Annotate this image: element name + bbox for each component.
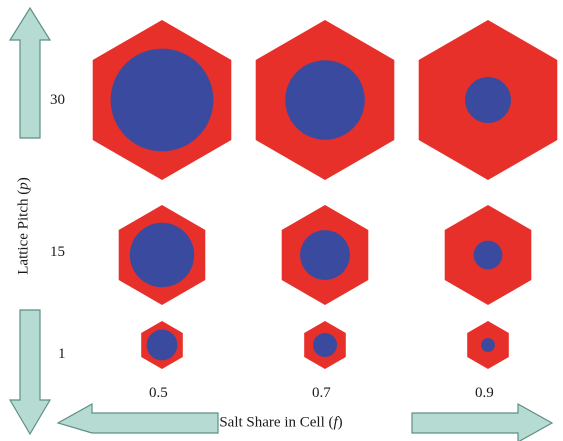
x-axis-left-arrow [56,402,219,434]
x-axis-right-arrow [411,402,554,441]
fuel-circle [129,222,195,288]
fuel-circle [465,77,511,123]
cells-grid [92,20,558,369]
y-tick-label: 15 [50,244,65,260]
y-tick-label: 1 [58,346,66,362]
y-axis-label: Lattice Pitch (p) [15,177,32,275]
fuel-circle [313,333,337,357]
x-tick-label: 0.7 [312,385,331,401]
axis-arrows [8,6,554,441]
fuel-circle [481,338,495,352]
fuel-circle [300,230,350,280]
fuel-circle [285,60,365,140]
x-tick-label: 0.5 [149,385,168,401]
y-axis-up-arrow [8,6,52,139]
fuel-circle [473,240,503,270]
x-axis-label: Salt Share in Cell (f) [219,414,343,431]
fuel-circle [146,329,178,361]
y-axis-down-arrow [8,309,52,436]
x-tick-label: 0.9 [475,385,494,401]
y-tick-label: 30 [50,92,65,108]
fuel-circle [110,48,214,152]
